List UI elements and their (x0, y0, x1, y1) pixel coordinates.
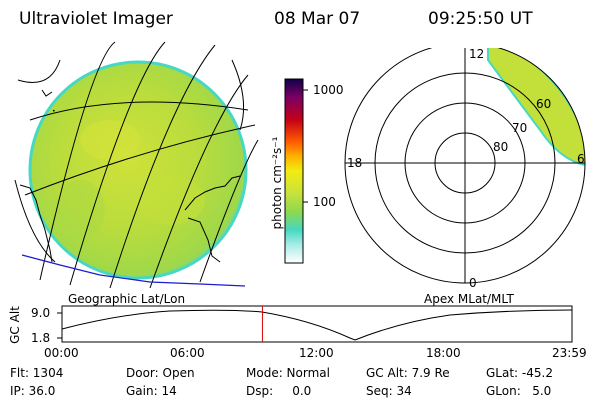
strip-ylabel: GC Alt (8, 306, 22, 344)
colorbar-tick-1000: 1000 (313, 83, 344, 97)
polar-panel-label: Apex MLat/MLT (424, 292, 514, 306)
status-ip: IP: 36.0 (10, 384, 56, 398)
instrument-title: Ultraviolet Imager (19, 9, 173, 29)
mlt-label-6: 6 (577, 152, 585, 166)
polar-mlat-mlt-plot (344, 48, 586, 284)
dot-marker: • (52, 108, 56, 115)
status-glon: GLon: 5.0 (486, 384, 552, 398)
status-gain: Gain: 14 (126, 384, 177, 398)
date-label: 08 Mar 07 (274, 9, 361, 29)
colorbar (284, 78, 308, 264)
status-dsp: Dsp: 0.0 (246, 384, 312, 398)
graticule-lines (14, 41, 259, 289)
mlt-label-18: 18 (347, 156, 363, 170)
geo-panel-label: Geographic Lat/Lon (68, 292, 186, 306)
colorbar-unit-label: photon cm⁻²s⁻¹ (270, 136, 284, 230)
colorbar-tick-100: 100 (313, 195, 336, 209)
time-tick-0000: 00:00 (44, 346, 79, 360)
status-gc-alt: GC Alt: 7.9 Re (366, 366, 450, 380)
time-label: 09:25:50 UT (428, 9, 533, 29)
status-mode: Mode: Normal (246, 366, 330, 380)
altitude-strip-chart (57, 305, 573, 343)
mlt-label-0: 0 (469, 276, 477, 290)
status-seq: Seq: 34 (366, 384, 412, 398)
mlat-label-60: 60 (536, 97, 552, 111)
status-door: Door: Open (126, 366, 195, 380)
mlt-label-12: 12 (469, 47, 485, 61)
status-glat: GLat: -45.2 (486, 366, 553, 380)
strip-ytick-1.8: 1.8 (31, 331, 51, 345)
mlat-label-80: 80 (493, 140, 509, 154)
antarctic-coast (21, 254, 246, 287)
time-tick-1200: 12:00 (299, 346, 334, 360)
status-flt: Flt: 1304 (10, 366, 64, 380)
strip-ytick-9: 9.0 (31, 306, 51, 320)
time-tick-1800: 18:00 (426, 346, 461, 360)
altitude-curve (61, 309, 573, 341)
time-tick-0600: 06:00 (170, 346, 205, 360)
coastline (19, 89, 241, 263)
time-tick-2359: 23:59 (552, 346, 587, 360)
mlat-label-70: 70 (512, 121, 528, 135)
geographic-image-panel: • (14, 41, 259, 289)
